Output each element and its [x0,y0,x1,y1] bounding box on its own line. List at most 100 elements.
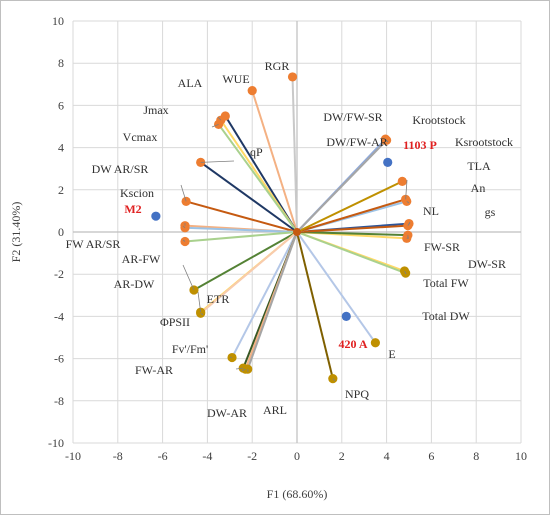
leader-line [182,264,195,291]
variable-label: ΦPSII [160,315,190,329]
vector-vcmax [217,123,298,233]
x-tick-label: 8 [473,449,479,463]
leader-line [182,225,186,229]
x-tick-label: -2 [247,449,257,463]
vector-e [296,231,377,344]
y-tick-label: 6 [58,98,64,112]
variable-label: qP [250,145,263,159]
variable-label: Jmax [143,103,168,117]
y-tick-label: 10 [52,14,64,28]
x-tick-label: 10 [515,449,527,463]
variable-label: ARL [263,403,287,417]
leader-line [200,312,204,316]
variable-label: FW-SR [424,240,460,254]
y-tick-label: -2 [54,267,64,281]
vector-dw-ar-sr [185,200,298,233]
y-tick-label: 2 [58,183,64,197]
variable-label: DW/FW-SR [323,110,382,124]
vector-ala [224,115,298,233]
leader-line [406,201,410,204]
variable-label: RGR [265,59,290,73]
vector-tla [296,198,406,233]
vector-fw-sr [296,231,408,237]
group-point-m2 [151,211,161,221]
vector-ar-fw [184,231,298,243]
point-wue [247,86,257,96]
variable-label: Ksrootstock [455,135,513,149]
variable-label: NPQ [345,387,369,401]
vector-fw-ar-sr [184,226,298,233]
vector-total-fw [296,231,406,275]
vector--psii [200,231,298,314]
group-label: M2 [124,202,141,216]
group-label: 1103 P [403,138,437,152]
x-tick-label: -8 [113,449,123,463]
leader-line [200,160,235,163]
leader-line [241,368,246,372]
variable-label: NL [423,204,439,218]
leader-line [182,239,186,242]
leader-line [211,124,219,128]
y-tick-label: -10 [48,436,64,450]
variable-label: ALA [178,76,203,90]
variable-label: Kscion [120,186,154,200]
variable-label: AR-DW [114,277,155,291]
vector-fv-fm- [231,231,298,359]
x-tick-label: 2 [339,449,345,463]
variable-label: Fv'/Fm' [172,342,208,356]
variable-label: FW-AR [135,363,173,377]
variable-label: AR-FW [122,252,161,266]
vector-rgr [291,76,298,233]
variable-label: E [388,347,395,361]
variable-label: TLA [467,159,491,173]
variable-label: WUE [222,72,249,86]
variable-label: DW-SR [468,257,506,271]
group-point-420-a [341,311,351,321]
variable-label: DW/FW-AR [326,135,387,149]
variable-label: Krootstock [412,113,465,127]
variable-label: DW AR/SR [92,162,149,176]
x-tick-label: 6 [428,449,434,463]
leader-line [235,367,244,370]
leader-line [180,184,187,202]
variable-label: Vcmax [123,130,158,144]
y-tick-label: 0 [58,225,64,239]
vector-dw-fw-sr [296,139,388,233]
group-label: 420 A [338,337,367,351]
vector-wue [251,90,298,233]
x-axis-title: F1 (68.60%) [267,487,328,501]
x-tick-label: -6 [158,449,168,463]
vector-ksrootstock [296,180,403,233]
y-tick-label: -4 [54,309,64,323]
variable-label: DW-AR [207,406,247,420]
x-tick-label: 0 [294,449,300,463]
variable-label: An [471,181,486,195]
variable-label: Total DW [422,309,470,323]
y-tick-label: 8 [58,56,64,70]
leader-line [405,179,408,200]
y-tick-label: -6 [54,352,64,366]
variable-label: gs [485,205,496,219]
vector-nl [296,224,408,233]
point-ksrootstock [397,176,407,186]
x-tick-label: -4 [202,449,212,463]
y-axis-title: F2 (31.40%) [9,202,23,263]
group-point-1103-p [383,157,393,167]
vector-npq [296,231,334,379]
leader-line [332,378,336,382]
leader-line [217,116,222,121]
vector-ar-dw [193,231,298,291]
y-tick-label: -8 [54,394,64,408]
leader-line [407,221,411,226]
leader-line [229,356,233,358]
point-rgr [287,72,298,82]
vector-arl [246,231,298,370]
vector-qp [200,161,298,233]
leader-line [197,291,202,313]
y-tick-label: 4 [58,141,64,155]
variable-label: FW AR/SR [66,237,121,251]
origin-point [293,228,301,236]
leader-line [385,138,389,143]
